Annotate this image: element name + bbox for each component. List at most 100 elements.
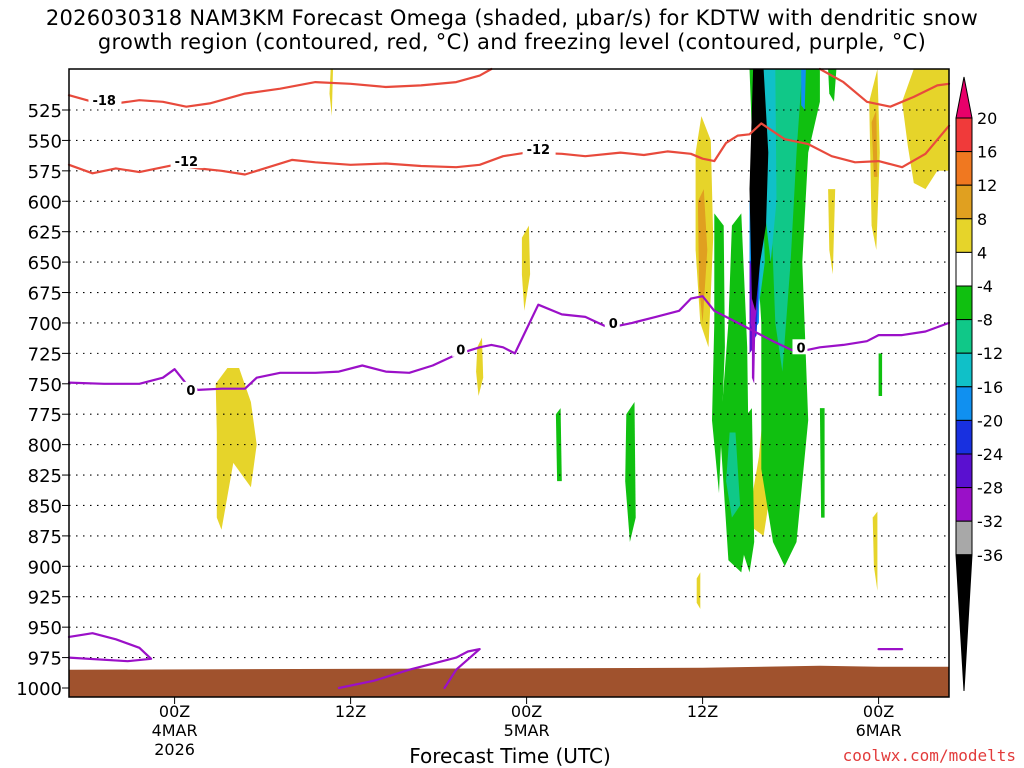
colorbar-label-8: -16 [977,378,1003,397]
y-tick-label-575: 575 [28,162,62,183]
y-tick-label-725: 725 [28,344,62,365]
omega-region-19 [625,402,636,542]
chart-title-line-2: growth region (contoured, red, °C) and f… [97,30,927,54]
colorbar-segment-12 [955,487,973,522]
omega-region-3 [476,337,484,396]
colorbar-label-11: -28 [977,479,1003,498]
omega-region-11 [902,69,949,190]
omega-region-9 [872,511,878,591]
contour-label-bg-3 [182,381,198,397]
y-tick-label-875: 875 [28,527,62,548]
colorbar-label-2: 12 [977,176,997,195]
omega-region-12 [697,189,708,323]
colorbar-segment-6 [955,285,973,321]
colorbar: 20 16 12 8 4 -4 -8 -12 -16 -20 -24 -28 -32 -36 [955,76,1003,692]
colorbar-label-3: 8 [977,210,987,229]
y-tick-label-525: 525 [28,101,62,122]
x-tick-label-1-0: 12Z [335,702,366,721]
colorbar-bottom-triangle [955,554,973,692]
x-tick-label-2-0: 00Z [511,702,542,721]
pressure-axis: 525 550 575 600 625 650 675 700 725 750 775 800 825 8… [16,101,69,700]
omega-region-21 [819,408,825,518]
y-tick-label-925: 925 [28,588,62,609]
colorbar-segment-13 [955,520,973,556]
colorbar-label-10: -24 [977,445,1003,464]
contour-label-bg-6 [792,339,808,355]
x-tick-label-4-0: 00Z [863,702,894,721]
y-tick-label-775: 775 [28,405,62,426]
colorbar-segment-1 [955,117,973,153]
contour-purple-4 [67,632,153,663]
contour-red-1 [67,122,951,176]
chart-title-line-1: 2026030318 NAM3KM Forecast Omega (shaded… [45,6,979,30]
omega-region-24 [726,432,741,518]
colorbar-label-9: -20 [977,411,1003,430]
omega-region-0 [215,368,257,530]
colorbar-segment-11 [955,453,973,489]
y-tick-label-800: 800 [28,436,62,457]
contour-label-bg-2 [522,140,556,156]
ground-band [69,665,949,697]
contour-red-2 [818,67,951,108]
y-tick-label-650: 650 [28,253,62,274]
omega-region-10 [696,572,701,609]
colorbar-segment-4 [955,218,973,253]
contour-red-0 [67,67,493,108]
colorbar-label-6: -8 [977,311,993,330]
colorbar-segment-10 [955,419,973,455]
contour-label-5: 0 [609,317,618,332]
y-tick-label-900: 900 [28,557,62,578]
x-tick-label-0-2: 2026 [154,740,195,759]
omega-region-17 [742,408,755,573]
contour-label-4: 0 [456,344,465,359]
contour-label-0: -18 [92,94,116,109]
x-tick-label-3-0: 12Z [687,702,718,721]
colorbar-label-7: -12 [977,344,1003,363]
omega-region-2 [521,225,531,311]
colorbar-segment-8 [955,352,973,388]
x-axis-title: Forecast Time (UTC) [409,744,611,768]
colorbar-label-0: 20 [977,109,997,128]
omega-region-30 [801,69,806,110]
contour-label-bg-5 [604,314,620,330]
colorbar-top-triangle [955,76,973,119]
contour-label-1: -12 [175,155,199,170]
y-tick-label-600: 600 [28,192,62,213]
contour-label-3: 0 [186,384,195,399]
y-tick-label-825: 825 [28,466,62,487]
x-tick-label-4-1: 6MAR [856,721,902,740]
colorbar-segment-2 [955,151,973,186]
y-tick-label-700: 700 [28,314,62,335]
colorbar-label-5: -4 [977,277,993,296]
x-tick-label-0-0: 00Z [159,702,190,721]
y-tick-label-850: 850 [28,496,62,517]
colorbar-segment-9 [955,386,973,421]
contour-purple-3 [67,295,951,391]
omega-region-7 [828,189,836,275]
x-tick-label-2-1: 5MAR [504,721,550,740]
y-tick-label-950: 950 [28,618,62,639]
credit-text: coolwx.com/modelts [842,746,1016,765]
omega-region-20 [555,408,562,482]
omega-region-18 [712,213,725,494]
ground-surface [69,665,949,697]
colorbar-segment-3 [955,184,973,220]
colorbar-label-13: -36 [977,546,1003,565]
contour-labels: -18 -12 -12 0 0 0 0 [88,92,808,399]
y-tick-label-975: 975 [28,649,62,670]
y-tick-label-1000: 1000 [16,679,62,700]
y-tick-label-550: 550 [28,131,62,152]
colorbar-segment-7 [955,319,973,354]
grid-lines [69,109,949,689]
colorbar-label-1: 16 [977,143,997,162]
contour-label-bg-0 [88,92,122,108]
contour-label-2: -12 [527,143,551,158]
y-tick-label-675: 675 [28,284,62,305]
colorbar-label-12: -32 [977,512,1003,531]
omega-region-25 [770,69,803,372]
contour-label-bg-4 [452,341,468,357]
colorbar-segment-5 [955,251,973,287]
contour-label-6: 0 [796,341,805,356]
